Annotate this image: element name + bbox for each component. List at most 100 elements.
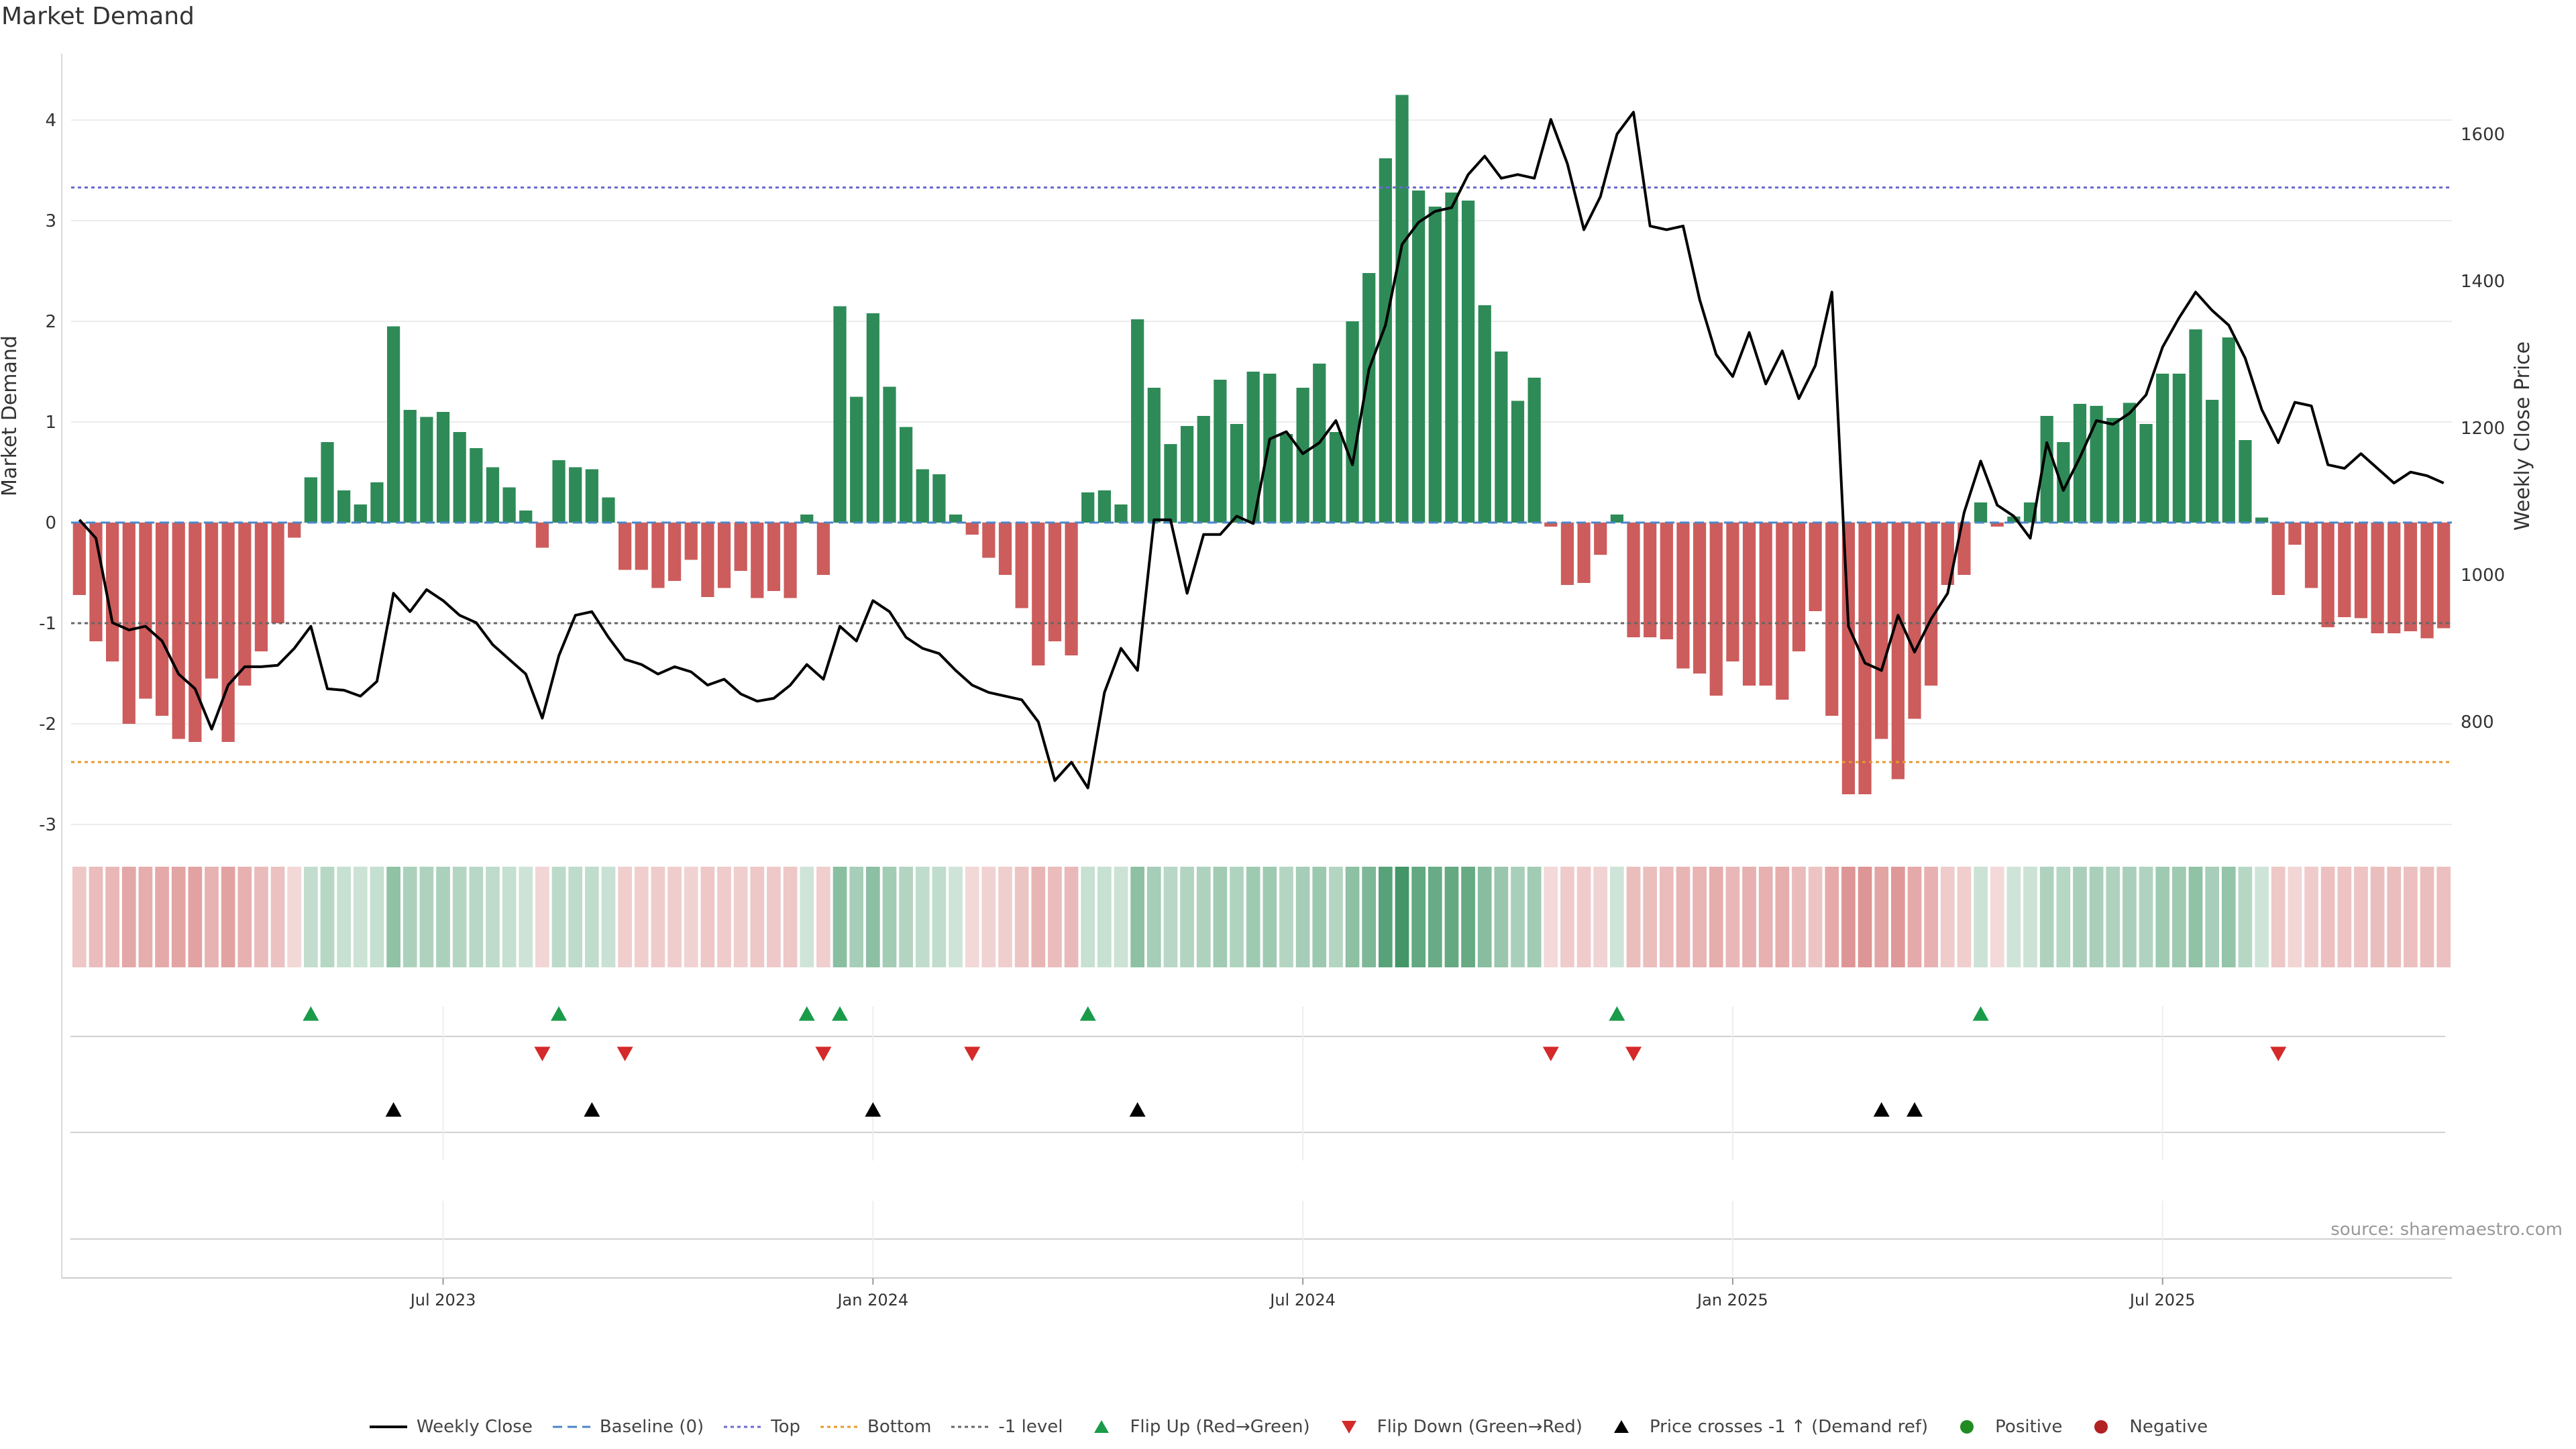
demand-bar: [2404, 523, 2417, 631]
legend-item-negative-dot: Negative: [2081, 1417, 2208, 1437]
heat-cell: [2420, 867, 2434, 967]
y-tick-label: -3: [39, 815, 56, 835]
heat-cell: [1593, 867, 1608, 967]
demand-bar: [1114, 504, 1128, 523]
heat-cell: [915, 867, 930, 967]
demand-bar: [436, 412, 450, 523]
heat-cell: [452, 867, 467, 967]
demand-bar: [800, 515, 814, 523]
heat-cell: [1990, 867, 2004, 967]
heat-cell: [1494, 867, 1509, 967]
heat-cell: [2304, 867, 2318, 967]
demand-bar: [2007, 517, 2021, 523]
heat-cell: [998, 867, 1012, 967]
demand-bar: [1329, 432, 1343, 523]
demand-bar: [1957, 523, 1971, 575]
demand-heat-strip: [72, 867, 2451, 967]
demand-bar: [816, 523, 830, 575]
y2-tick-label: 1600: [2461, 125, 2505, 145]
demand-bar: [122, 523, 136, 724]
demand-bar: [1495, 352, 1508, 523]
heat-cell: [1444, 867, 1459, 967]
heat-cell: [138, 867, 153, 967]
heat-cell: [1676, 867, 1690, 967]
demand-bar: [866, 313, 879, 523]
demand-bars: [72, 95, 2451, 794]
demand-bar: [354, 504, 367, 523]
demand-bar: [701, 523, 714, 597]
demand-bar: [1990, 523, 2004, 527]
heat-cell: [1907, 867, 1922, 967]
demand-bar: [2206, 400, 2219, 523]
heat-cell: [551, 867, 566, 967]
heat-cell: [1461, 867, 1475, 967]
demand-bar: [569, 467, 582, 523]
demand-bar: [403, 410, 417, 523]
demand-bar: [2090, 406, 2103, 523]
demand-bar: [916, 469, 929, 523]
legend-label: Baseline (0): [599, 1417, 704, 1437]
heat-cell: [2155, 867, 2170, 967]
demand-bar: [1841, 523, 1856, 794]
demand-bar: [585, 469, 598, 523]
heat-cell: [767, 867, 781, 967]
heat-cell: [1014, 867, 1029, 967]
heat-cell: [2370, 867, 2385, 967]
heat-cell: [882, 867, 897, 967]
legend-item-positive-dot: Positive: [1947, 1417, 2062, 1437]
heat-cell: [932, 867, 947, 967]
heat-cell: [2436, 867, 2451, 967]
heat-cell: [2387, 867, 2402, 967]
weekly-close-line: [78, 111, 2445, 790]
heat-cell: [1146, 867, 1161, 967]
heat-cell: [2188, 867, 2203, 967]
demand-bar: [205, 523, 219, 679]
dashed-line-icon: [551, 1419, 592, 1435]
demand-bar: [1644, 523, 1657, 637]
demand-bar: [2321, 523, 2334, 627]
demand-bar: [1908, 523, 1921, 719]
demand-bar: [1925, 523, 1938, 686]
triangle-down-icon: [1329, 1419, 1369, 1435]
demand-bar: [337, 490, 351, 523]
demand-bar: [271, 523, 284, 623]
flip-down-marker: [964, 1046, 981, 1061]
y-tick-label: 1: [45, 413, 56, 433]
heat-cell: [353, 867, 368, 967]
demand-bar: [1577, 523, 1591, 583]
legend-label: Price crosses -1 ↑ (Demand ref): [1649, 1417, 1929, 1437]
demand-bar: [304, 477, 317, 523]
legend: Weekly Close Baseline (0) Top Bottom -1 leve…: [0, 1417, 2576, 1437]
heat-cell: [2023, 867, 2037, 967]
legend-item-flip-up: Flip Up (Red→Green): [1081, 1417, 1310, 1437]
flip-up-marker: [1609, 1006, 1625, 1021]
demand-bar: [2189, 329, 2202, 523]
demand-bar: [1511, 400, 1525, 523]
price-cross-marker: [1129, 1102, 1146, 1117]
reference-levels: [71, 186, 2452, 763]
heat-cell: [1477, 867, 1492, 967]
heat-cell: [2006, 867, 2021, 967]
heat-cell: [1362, 867, 1377, 967]
heat-cell: [1031, 867, 1046, 967]
demand-bar: [850, 396, 863, 523]
demand-bar: [1263, 374, 1277, 523]
heat-cell: [1312, 867, 1327, 967]
demand-bar: [155, 523, 169, 716]
heat-cell: [1378, 867, 1393, 967]
legend-label: Negative: [2129, 1417, 2208, 1437]
legend-item-weekly-close: Weekly Close: [368, 1417, 533, 1437]
price-cross-marker: [865, 1102, 881, 1117]
heat-cell: [254, 867, 268, 967]
heat-cell: [981, 867, 996, 967]
heat-cell: [899, 867, 913, 967]
heat-cell: [1329, 867, 1343, 967]
heat-cell: [2139, 867, 2153, 967]
demand-bar: [1180, 426, 1194, 523]
heat-cell: [584, 867, 599, 967]
demand-bar: [751, 523, 764, 598]
heat-cell: [402, 867, 417, 967]
heat-cell: [502, 867, 517, 967]
heat-cell: [188, 867, 203, 967]
demand-bar: [2354, 523, 2368, 619]
